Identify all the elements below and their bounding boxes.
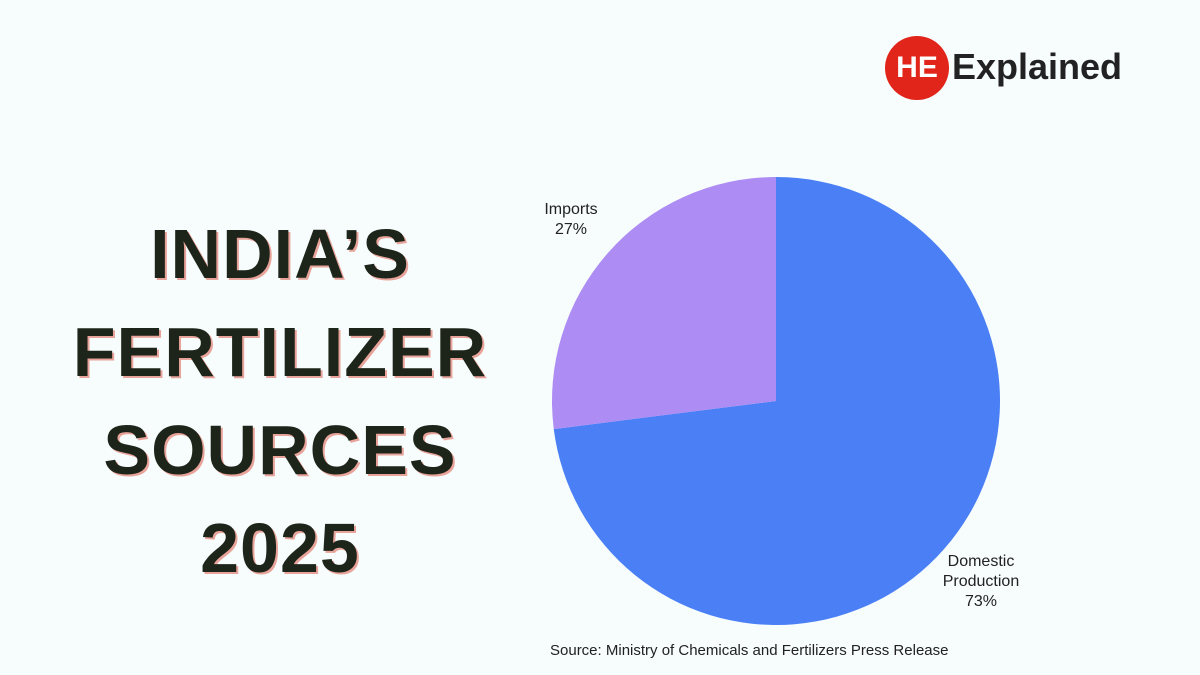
value-label: 73% (964, 592, 997, 610)
logo-mark: HE (885, 36, 949, 100)
slice-label: Domestic Production 73% (926, 552, 1036, 612)
source-note: Source: Ministry of Chemicals and Fertil… (550, 642, 949, 659)
chart-title: INDIA’S FERTILIZER SOURCES 2025 (72, 215, 488, 587)
pie-slice (552, 177, 776, 430)
slice-label: Imports 27% (516, 200, 626, 240)
pie-slice (553, 177, 1000, 625)
category-label: Imports (544, 201, 598, 219)
category-label: Domestic Production (942, 552, 1020, 590)
value-label: 27% (554, 221, 588, 239)
logo-text: Explained (952, 46, 1123, 87)
